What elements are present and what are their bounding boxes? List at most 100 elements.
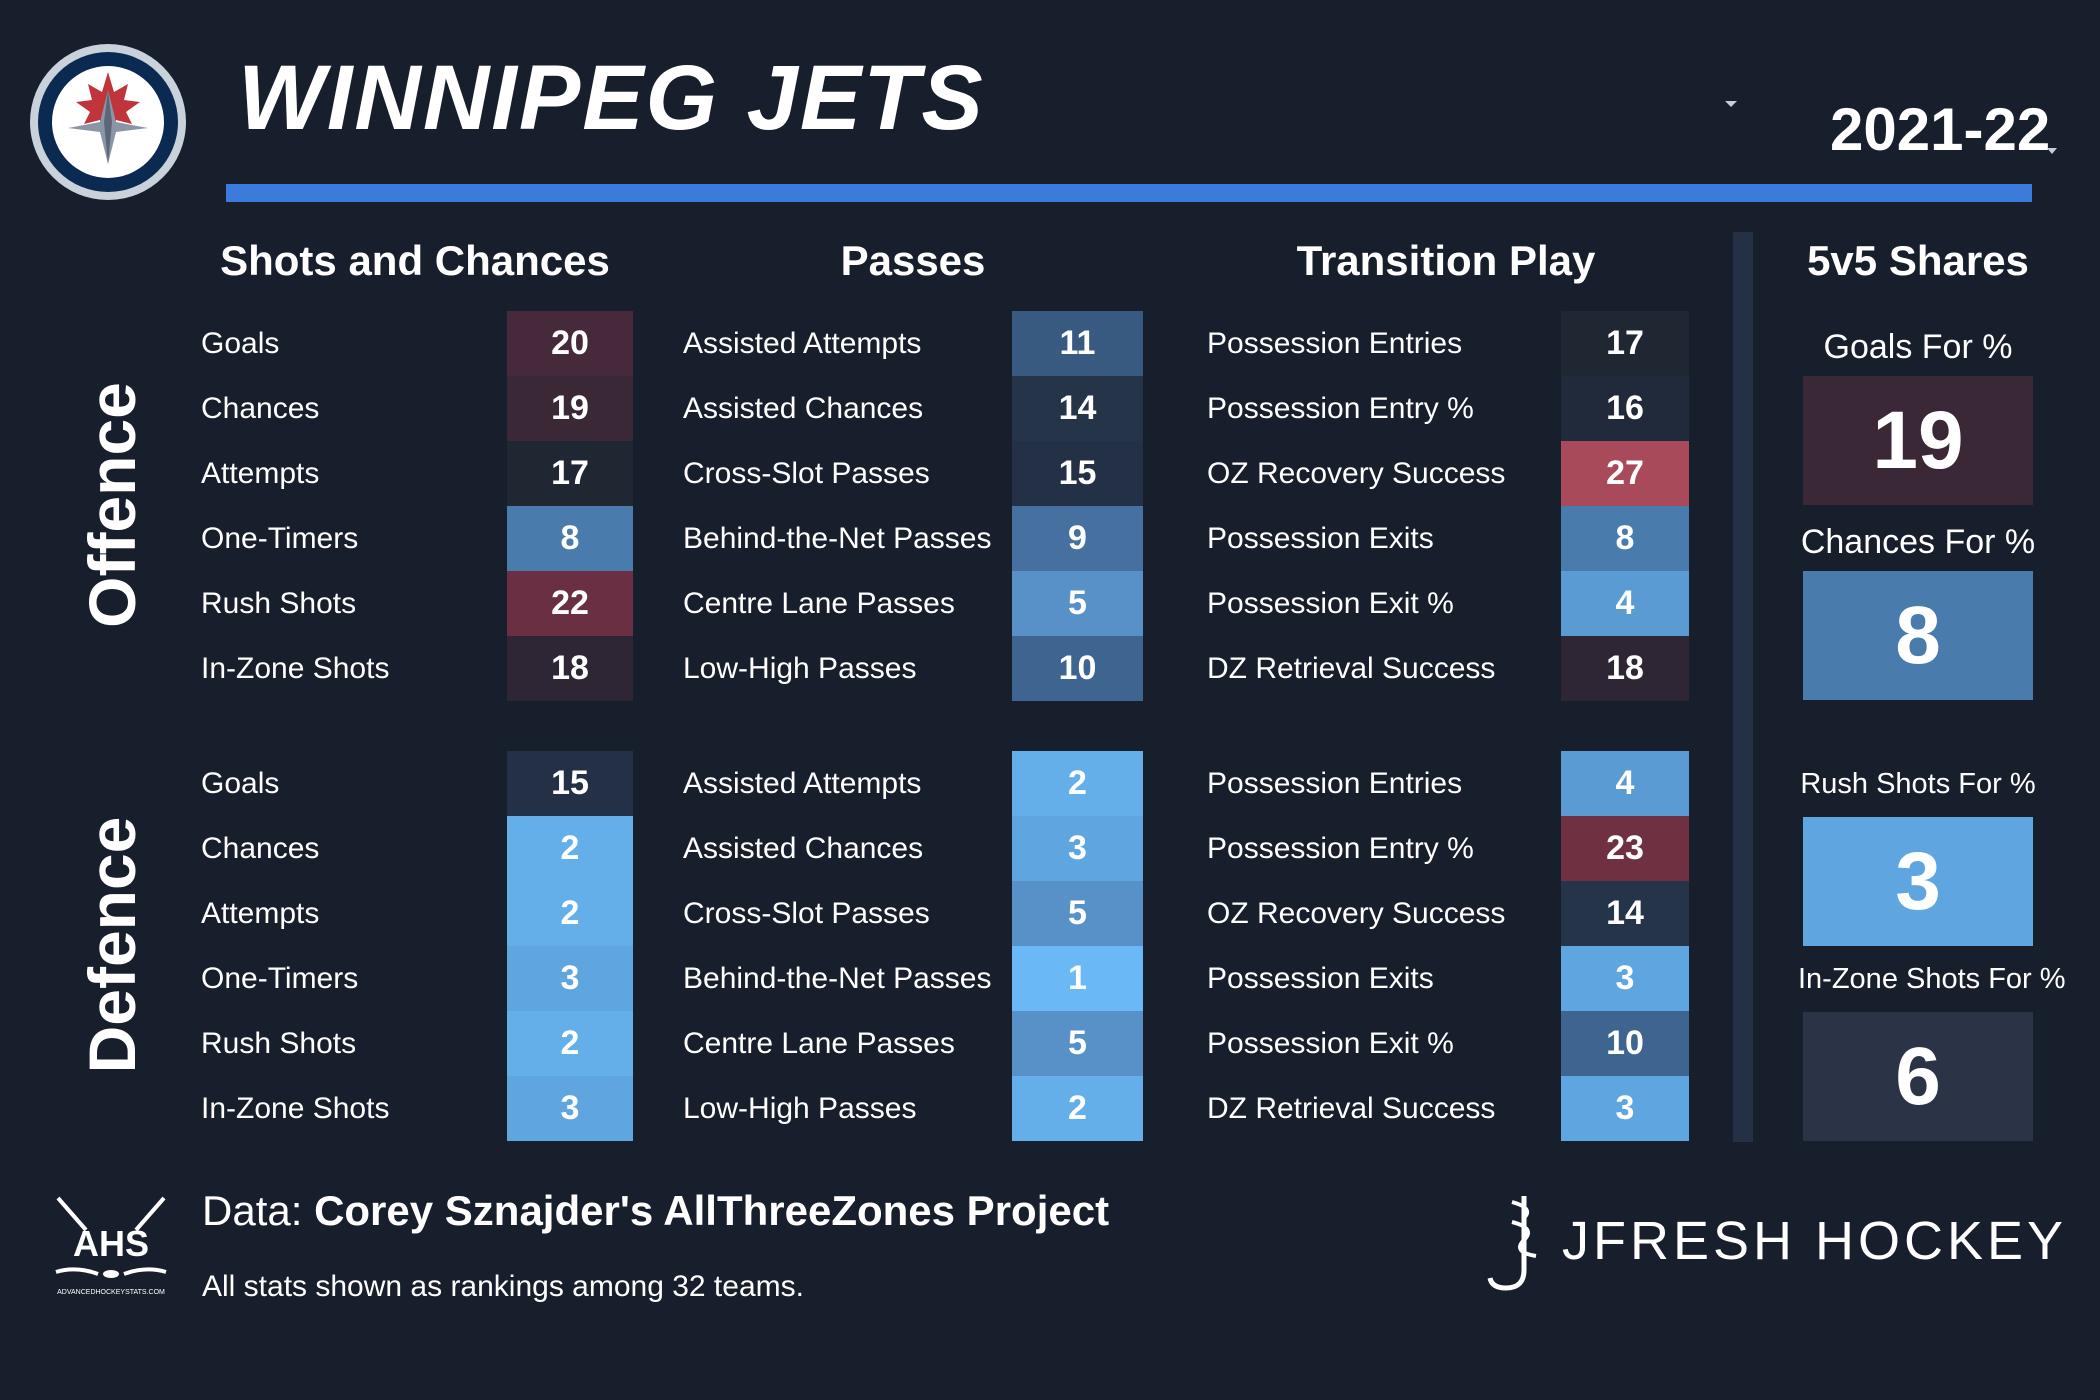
share-value-chances: 8 <box>1803 571 2033 700</box>
ahs-url: ADVANCEDHOCKEYSTATS.COM <box>57 1289 165 1296</box>
stat-rank-cell: 18 <box>1561 636 1689 701</box>
section-header-shares: 5v5 Shares <box>1807 237 2029 284</box>
side-label-offence: Offence <box>75 382 149 628</box>
stat-label: DZ Retrieval Success <box>1207 1092 1496 1125</box>
stat-label: Possession Entry % <box>1207 832 1474 865</box>
stat-rank-cell: 17 <box>1561 311 1689 376</box>
stat-label: Behind-the-Net Passes <box>683 522 992 555</box>
stat-rank-cell: 3 <box>1012 816 1143 881</box>
stat-rank-cell: 9 <box>1012 506 1143 571</box>
ahs-initials: AHS <box>73 1223 149 1264</box>
stat-rank-cell: 3 <box>507 1076 633 1141</box>
share-label-rush-shots: Rush Shots For % <box>1800 768 2036 800</box>
brand-name: JFRESH HOCKEY <box>1562 1211 2068 1271</box>
stat-label: Assisted Chances <box>683 392 924 425</box>
stat-label: Centre Lane Passes <box>683 1027 955 1060</box>
stat-label: Cross-Slot Passes <box>683 457 930 490</box>
data-source-name: Corey Sznajder's AllThreeZones Project <box>314 1187 1110 1234</box>
stat-rank-cell: 20 <box>507 311 633 376</box>
stat-rank-cell: 3 <box>507 946 633 1011</box>
stat-rank-cell: 2 <box>1012 1076 1143 1141</box>
season-selector[interactable]: 2021-22 <box>1830 96 2051 163</box>
stat-label: Behind-the-Net Passes <box>683 962 992 995</box>
stat-rank-cell: 4 <box>1561 751 1689 816</box>
stat-label: In-Zone Shots <box>201 1092 390 1125</box>
stat-label: Possession Exits <box>1207 962 1434 995</box>
stat-rank-cell: 1 <box>1012 946 1143 1011</box>
stat-label: In-Zone Shots <box>201 652 390 685</box>
stat-label: Attempts <box>201 457 320 490</box>
stat-label: Possession Entries <box>1207 767 1463 800</box>
stat-rank-cell: 8 <box>1561 506 1689 571</box>
stat-label: Cross-Slot Passes <box>683 897 930 930</box>
stat-label: Possession Exits <box>1207 522 1434 555</box>
stat-rank-cell: 8 <box>507 506 633 571</box>
stat-rank-cell: 2 <box>507 881 633 946</box>
stat-rank-cell: 11 <box>1012 311 1143 376</box>
side-label-defence: Defence <box>75 816 149 1074</box>
stat-label: One-Timers <box>201 962 359 995</box>
stat-label: Possession Entry % <box>1207 392 1474 425</box>
stat-label: Assisted Attempts <box>683 327 922 360</box>
share-value-in-zone-shots: 6 <box>1803 1012 2033 1141</box>
stat-rank-cell: 15 <box>507 751 633 816</box>
stat-rank-cell: 14 <box>1012 376 1143 441</box>
share-label-in-zone-shots: In-Zone Shots For % <box>1798 963 2066 995</box>
stat-label: Possession Exit % <box>1207 1027 1454 1060</box>
stat-rank-cell: 2 <box>507 816 633 881</box>
data-source-credit: Data: Corey Sznajder's AllThreeZones Pro… <box>202 1190 1109 1232</box>
share-value-goals: 19 <box>1803 376 2033 505</box>
stat-label: Rush Shots <box>201 1027 357 1060</box>
stat-rank-cell: 2 <box>507 1011 633 1076</box>
share-label-chances: Chances For % <box>1800 523 2036 561</box>
share-value-rush-shots: 3 <box>1803 817 2033 946</box>
stat-rank-cell: 18 <box>507 636 633 701</box>
stat-rank-cell: 10 <box>1561 1011 1689 1076</box>
stat-label: Assisted Attempts <box>683 767 922 800</box>
stat-label: Goals <box>201 327 280 360</box>
team-title: WINNIPEG JETS <box>238 47 985 149</box>
stat-label: Possession Entries <box>1207 327 1463 360</box>
stat-rank-cell: 19 <box>507 376 633 441</box>
stat-rank-cell: 15 <box>1012 441 1143 506</box>
stat-label: Goals <box>201 767 280 800</box>
stat-rank-cell: 3 <box>1561 1076 1689 1141</box>
share-label-goals: Goals For % <box>1823 328 2013 366</box>
section-header-passes: Passes <box>840 237 986 284</box>
jfresh-logo-icon <box>1487 1196 1537 1291</box>
ahs-logo-icon: AHS ADVANCEDHOCKEYSTATS.COM <box>55 1196 167 1296</box>
stat-label: Attempts <box>201 897 320 930</box>
stat-label: One-Timers <box>201 522 359 555</box>
stat-label: Possession Exit % <box>1207 587 1454 620</box>
chevron-down-icon[interactable] <box>1722 98 1740 110</box>
header-rule <box>226 184 2032 202</box>
stat-rank-cell: 2 <box>1012 751 1143 816</box>
stat-rank-cell: 14 <box>1561 881 1689 946</box>
stat-rank-cell: 22 <box>507 571 633 636</box>
stat-rank-cell: 5 <box>1012 881 1143 946</box>
stat-label: Chances <box>201 832 320 865</box>
stat-label: Centre Lane Passes <box>683 587 955 620</box>
stat-rank-cell: 3 <box>1561 946 1689 1011</box>
footnote: All stats shown as rankings among 32 tea… <box>202 1270 804 1303</box>
jets-logo-icon <box>30 44 186 200</box>
stat-label: Assisted Chances <box>683 832 924 865</box>
stat-rank-cell: 10 <box>1012 636 1143 701</box>
stat-label: DZ Retrieval Success <box>1207 652 1496 685</box>
stat-rank-cell: 5 <box>1012 571 1143 636</box>
stat-rank-cell: 5 <box>1012 1011 1143 1076</box>
data-prefix: Data: <box>202 1187 315 1234</box>
chevron-down-icon[interactable] <box>2044 146 2060 156</box>
stat-label: Rush Shots <box>201 587 357 620</box>
stat-rank-cell: 16 <box>1561 376 1689 441</box>
section-header-shots: Shots and Chances <box>220 237 610 284</box>
stat-rank-cell: 17 <box>507 441 633 506</box>
column-divider <box>1733 232 1753 1142</box>
stat-label: OZ Recovery Success <box>1207 897 1506 930</box>
stat-rank-cell: 23 <box>1561 816 1689 881</box>
stat-label: OZ Recovery Success <box>1207 457 1506 490</box>
section-header-transition: Transition Play <box>1296 237 1596 284</box>
stat-label: Low-High Passes <box>683 1092 917 1125</box>
stat-rank-cell: 4 <box>1561 571 1689 636</box>
